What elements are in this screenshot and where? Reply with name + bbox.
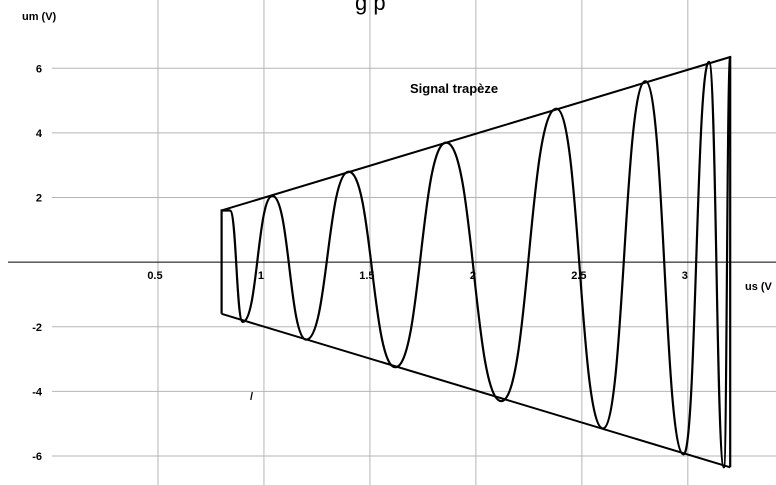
x-tick-label: 1.5 (359, 270, 374, 282)
stray-mark: / (250, 391, 253, 403)
y-axis-label: um (V) (22, 11, 57, 23)
x-tick-label: 3 (682, 270, 688, 282)
y-tick-label: -4 (32, 386, 43, 398)
signal-line (220, 55, 732, 469)
chart-title-fragment: g p (355, 0, 386, 15)
x-tick-label: 2.5 (571, 270, 586, 282)
x-tick-label: 0.5 (147, 270, 162, 282)
y-tick-label: 6 (36, 63, 42, 75)
y-tick-label: 4 (36, 128, 43, 140)
x-axis-label: us (V (745, 281, 773, 293)
y-tick-label: -2 (32, 322, 42, 334)
envelope-upper-line (221, 56, 731, 212)
y-tick-label: -6 (32, 451, 42, 463)
grid (52, 0, 776, 485)
tick-labels: 0.5 1 1.5 2 2.5 3 -6 -4 -2 2 4 6 (32, 63, 688, 463)
x-tick-label: 1 (258, 270, 264, 282)
y-tick-label: 2 (36, 193, 42, 205)
x-tick-label: 2 (470, 270, 476, 282)
annotation-signal-trapeze: Signal trapèze (410, 81, 498, 96)
